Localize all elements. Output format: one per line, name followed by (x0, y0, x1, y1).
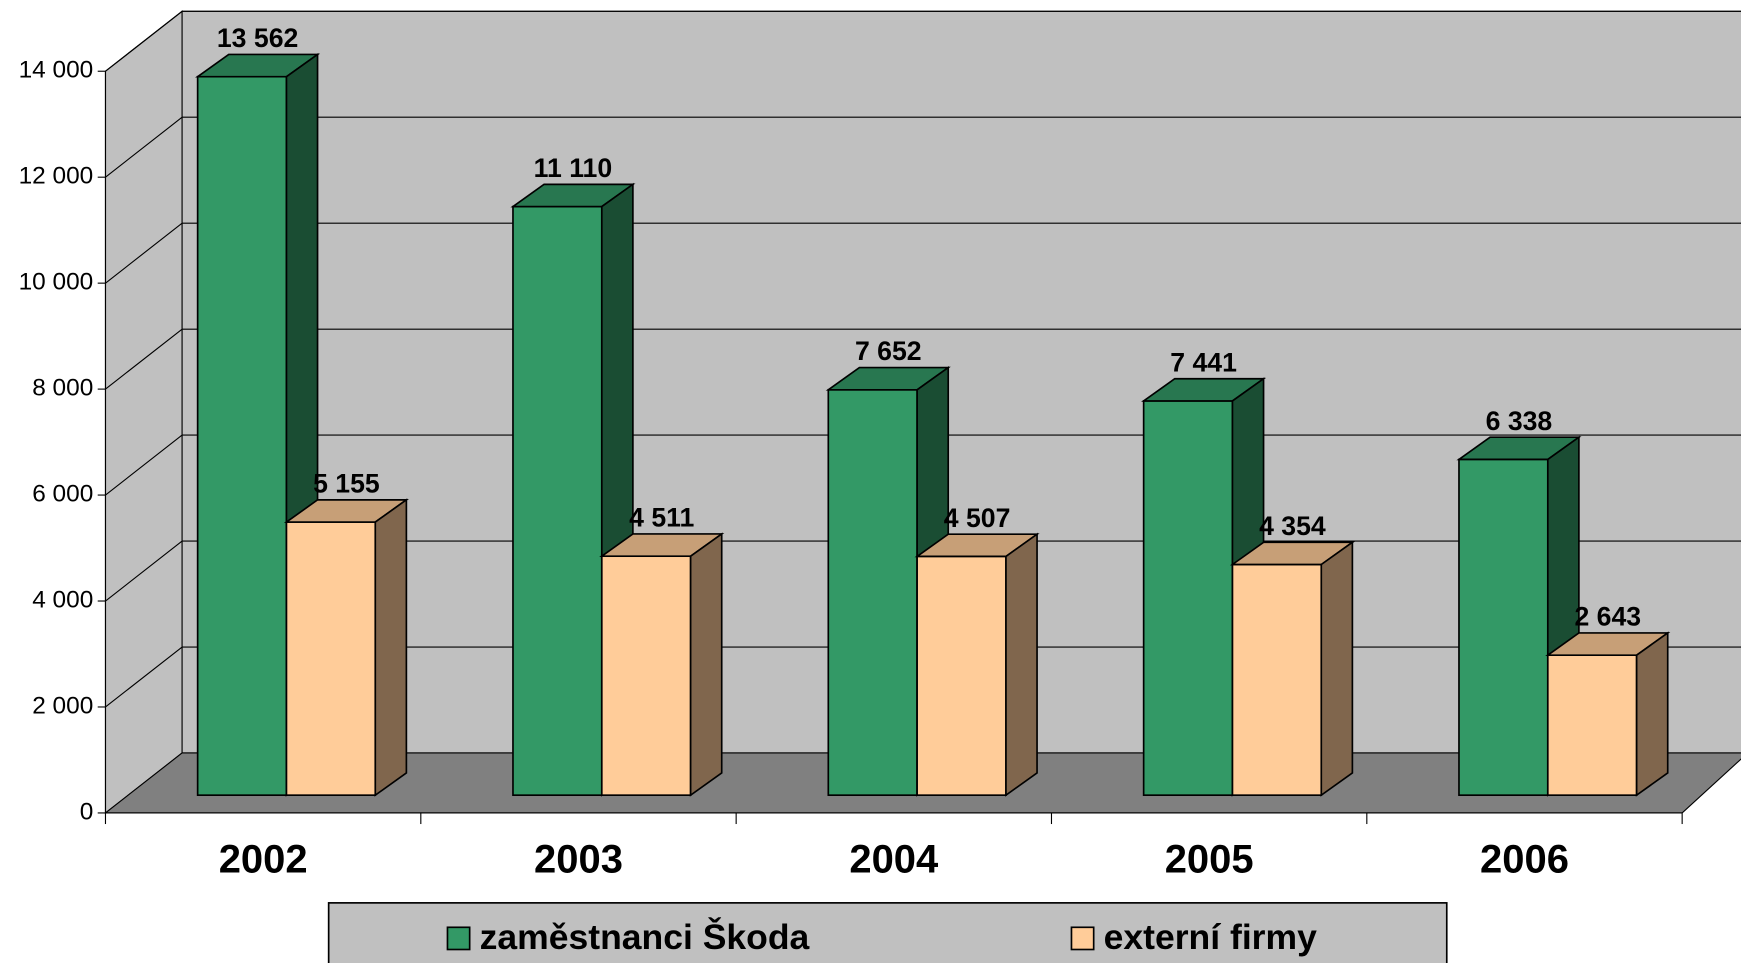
value-label: 2 643 (1574, 602, 1641, 632)
legend-swatch (446, 926, 471, 951)
value-label: 11 110 (534, 153, 612, 183)
bar-front (1546, 654, 1638, 797)
grid-line (105, 116, 1741, 178)
legend: zaměstnanci Škoda externí firmy (327, 902, 1448, 968)
value-label: 6 338 (1486, 406, 1553, 436)
legend-swatch (1070, 926, 1095, 951)
value-label: 4 511 (629, 503, 694, 533)
bar-front (512, 205, 603, 797)
bar-front (1142, 400, 1234, 797)
value-label: 13 562 (217, 23, 298, 53)
grid-line (105, 222, 1741, 284)
bar-front (285, 521, 377, 797)
value-label: 7 652 (855, 336, 922, 366)
x-tick-label: 2002 (219, 837, 308, 881)
x-tick-label: 2003 (534, 837, 623, 881)
value-label: 7 441 (1170, 347, 1237, 377)
y-tick-label: 2 000 (32, 692, 93, 719)
y-tick-label: 4 000 (32, 586, 93, 613)
value-label: 4 507 (944, 503, 1011, 533)
bar-front (1231, 563, 1323, 797)
value-label: 4 354 (1259, 511, 1326, 541)
y-tick-label: 12 000 (19, 163, 94, 190)
value-label: 5 155 (313, 468, 380, 498)
y-tick-label: 6 000 (32, 481, 93, 508)
x-tick-label: 2004 (849, 837, 939, 881)
legend-box (327, 902, 1448, 968)
legend-label: externí firmy (1104, 917, 1317, 957)
bar-side (1320, 540, 1354, 797)
bar-front (1458, 458, 1549, 797)
bar-side (374, 498, 408, 797)
legend-label: zaměstnanci Škoda (480, 917, 810, 957)
bar-side (689, 532, 723, 797)
bar-front (600, 555, 692, 797)
y-tick-label: 14 000 (19, 57, 94, 84)
grid-line (105, 328, 1741, 390)
y-tick-label: 0 (80, 798, 94, 825)
y-tick-label: 8 000 (32, 375, 93, 402)
side-wall (104, 10, 183, 815)
bar-front (827, 388, 918, 797)
x-tick-label: 2006 (1480, 837, 1569, 881)
bar-front (916, 555, 1007, 797)
labels: 0 2 000 4 000 6 000 8 000 10 000 12 000 14 000 2… (19, 23, 1641, 881)
bar-front (196, 75, 288, 797)
bar-side (1635, 631, 1669, 797)
bars (195, 52, 1671, 797)
x-tick-label: 2005 (1165, 837, 1254, 881)
bar-side (1005, 532, 1038, 797)
y-tick-label: 10 000 (19, 269, 94, 296)
grid-line (105, 10, 1741, 72)
